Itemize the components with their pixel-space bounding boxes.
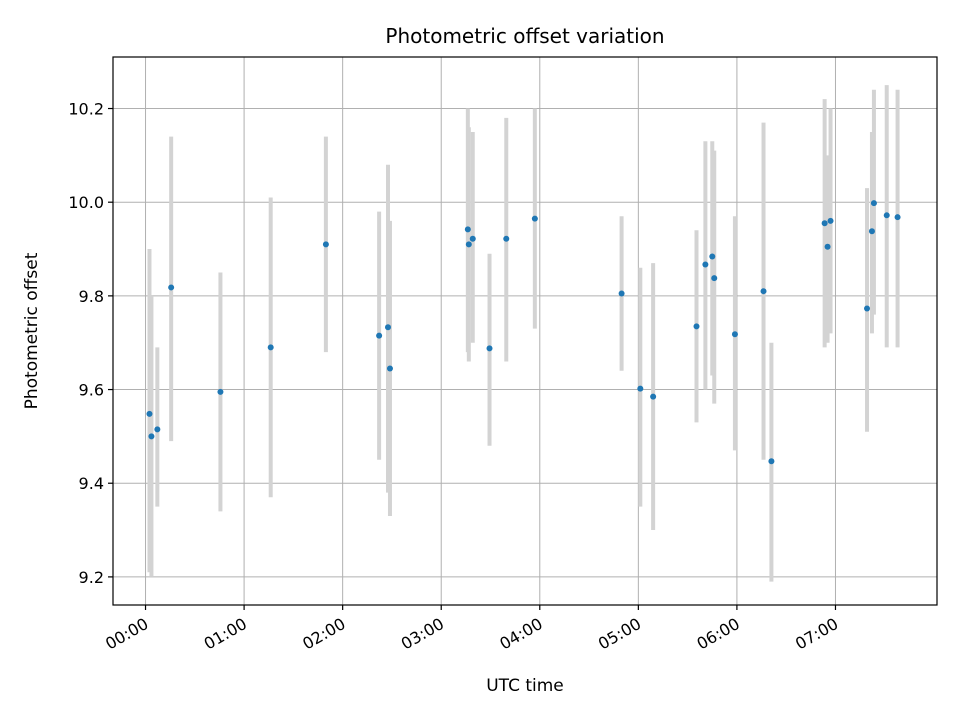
data-point	[693, 323, 700, 330]
data-point	[469, 235, 476, 242]
y-axis-label: Photometric offset	[22, 252, 42, 409]
data-point	[154, 426, 161, 433]
data-point	[464, 226, 471, 233]
data-point	[711, 275, 718, 282]
data-point	[384, 324, 391, 331]
data-point	[760, 288, 767, 295]
plot-frame	[112, 56, 938, 606]
data-point	[894, 214, 901, 221]
y-tick-label: 10.0	[68, 193, 104, 212]
data-point	[868, 228, 875, 235]
y-tick-label: 9.6	[79, 381, 104, 400]
data-points	[146, 200, 901, 465]
data-point	[322, 241, 329, 248]
data-point	[883, 212, 890, 219]
data-point	[650, 393, 657, 400]
y-tick-label: 9.2	[79, 568, 104, 587]
data-point	[168, 284, 175, 291]
data-point	[827, 217, 834, 224]
data-point	[618, 290, 625, 297]
y-tick-label: 9.8	[79, 287, 104, 306]
data-point	[824, 243, 831, 250]
y-axis-ticks: 9.2 9.4 9.6 9.8 10.0 10.2	[68, 100, 113, 587]
x-axis-label: UTC time	[486, 676, 564, 696]
data-point	[870, 200, 877, 207]
data-point	[148, 433, 155, 440]
data-point	[709, 253, 716, 260]
chart-title: Photometric offset variation	[385, 24, 664, 48]
data-point	[864, 305, 871, 312]
data-point	[267, 344, 274, 351]
data-point	[821, 220, 828, 227]
data-point	[731, 331, 738, 338]
y-tick-label: 10.2	[68, 100, 104, 119]
data-point	[465, 241, 472, 248]
data-point	[386, 365, 393, 372]
data-point	[486, 345, 493, 352]
data-point	[376, 332, 383, 339]
data-point	[503, 235, 510, 242]
data-point	[146, 410, 153, 417]
y-tick-label: 9.4	[79, 474, 104, 493]
data-point	[768, 458, 775, 465]
data-point	[637, 385, 644, 392]
data-point	[531, 215, 538, 222]
data-point	[702, 261, 709, 268]
data-point	[217, 388, 224, 395]
